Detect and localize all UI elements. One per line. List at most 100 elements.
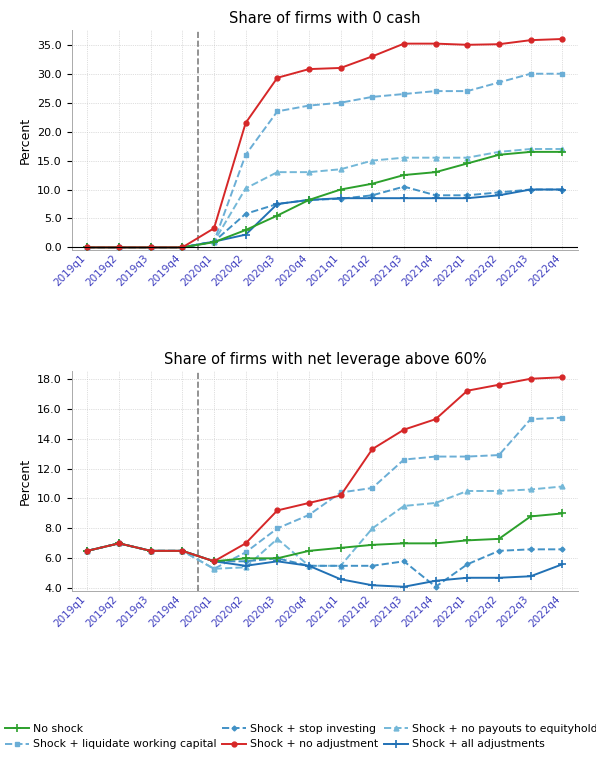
Line: Shock + no payouts to equityholders: Shock + no payouts to equityholders [85, 146, 565, 250]
Shock + no adjustment [369, 52, 376, 61]
Shock + stop investing [116, 243, 123, 252]
No shock [369, 179, 376, 188]
Shock + no adjustment [242, 118, 249, 127]
Shock + no adjustment [337, 64, 344, 73]
Shock + no payouts to equityholders [369, 156, 376, 165]
Shock + no payouts to equityholders [558, 145, 566, 154]
Shock + no adjustment [84, 243, 91, 252]
Shock + no adjustment [242, 539, 249, 548]
Shock + stop investing [84, 243, 91, 252]
Line: Shock + no payouts to equityholders: Shock + no payouts to equityholders [85, 484, 565, 572]
No shock [274, 211, 281, 220]
Shock + liquidate working capital [210, 237, 218, 246]
No shock [432, 539, 439, 548]
Shock + all adjustments [242, 561, 249, 570]
Shock + stop investing [337, 194, 344, 203]
Shock + liquidate working capital [527, 415, 534, 424]
Shock + liquidate working capital [84, 243, 91, 252]
Line: Shock + liquidate working capital: Shock + liquidate working capital [85, 415, 565, 572]
No shock [337, 543, 344, 553]
Shock + no payouts to equityholders [558, 482, 566, 491]
Shock + stop investing [558, 185, 566, 194]
Shock + liquidate working capital [274, 524, 281, 533]
Shock + liquidate working capital [147, 243, 154, 252]
Shock + all adjustments [432, 193, 439, 202]
Line: Shock + liquidate working capital: Shock + liquidate working capital [85, 71, 565, 250]
Shock + no adjustment [116, 539, 123, 548]
Shock + all adjustments [179, 243, 186, 252]
Shock + all adjustments [432, 576, 439, 585]
No shock [558, 509, 566, 518]
Shock + no payouts to equityholders [274, 534, 281, 543]
Shock + no payouts to equityholders [464, 153, 471, 162]
Shock + no adjustment [369, 444, 376, 453]
Shock + liquidate working capital [401, 89, 408, 99]
Shock + all adjustments [210, 557, 218, 566]
Shock + liquidate working capital [274, 107, 281, 116]
Shock + no payouts to equityholders [147, 243, 154, 252]
Line: Shock + stop investing: Shock + stop investing [86, 542, 564, 588]
Shock + liquidate working capital [305, 101, 312, 110]
Shock + all adjustments [464, 573, 471, 582]
Shock + no adjustment [179, 243, 186, 252]
Line: Shock + stop investing: Shock + stop investing [86, 185, 564, 249]
Shock + no adjustment [210, 224, 218, 233]
Shock + stop investing [464, 559, 471, 568]
Shock + no adjustment [464, 40, 471, 49]
Shock + liquidate working capital [337, 488, 344, 497]
Shock + no payouts to equityholders [464, 487, 471, 496]
No shock [179, 547, 186, 556]
Shock + stop investing [305, 561, 312, 570]
Shock + stop investing [210, 557, 218, 566]
Shock + stop investing [242, 557, 249, 566]
Shock + liquidate working capital [337, 98, 344, 107]
Line: No shock: No shock [83, 148, 566, 252]
Shock + liquidate working capital [401, 455, 408, 464]
No shock [495, 534, 502, 543]
Shock + all adjustments [305, 561, 312, 570]
No shock [401, 171, 408, 180]
Line: Shock + all adjustments: Shock + all adjustments [83, 539, 566, 591]
Shock + liquidate working capital [369, 92, 376, 102]
Shock + stop investing [527, 185, 534, 194]
Shock + liquidate working capital [116, 243, 123, 252]
Shock + no payouts to equityholders [305, 561, 312, 570]
Shock + all adjustments [558, 185, 566, 194]
No shock [305, 547, 312, 556]
Shock + no adjustment [401, 425, 408, 434]
No shock [558, 147, 566, 156]
Shock + all adjustments [527, 572, 534, 581]
Shock + all adjustments [147, 243, 154, 252]
Shock + stop investing [179, 243, 186, 252]
Shock + stop investing [147, 547, 154, 556]
Shock + stop investing [432, 582, 439, 591]
Shock + no payouts to equityholders [401, 153, 408, 162]
No shock [527, 512, 534, 521]
Shock + stop investing [401, 182, 408, 191]
No shock [210, 557, 218, 566]
Shock + liquidate working capital [558, 413, 566, 422]
Shock + stop investing [274, 199, 281, 208]
Shock + no payouts to equityholders [369, 524, 376, 533]
Shock + no adjustment [147, 243, 154, 252]
No shock [432, 168, 439, 177]
Shock + stop investing [274, 554, 281, 563]
Shock + all adjustments [274, 557, 281, 566]
Shock + no payouts to equityholders [432, 153, 439, 162]
Shock + stop investing [558, 545, 566, 554]
Shock + no payouts to equityholders [116, 243, 123, 252]
Shock + all adjustments [210, 237, 218, 246]
No shock [369, 540, 376, 550]
Shock + no payouts to equityholders [527, 485, 534, 494]
Shock + all adjustments [558, 559, 566, 568]
Shock + no payouts to equityholders [242, 562, 249, 572]
Shock + stop investing [147, 243, 154, 252]
Shock + no adjustment [495, 39, 502, 49]
No shock [84, 243, 91, 252]
Shock + no payouts to equityholders [495, 147, 502, 156]
Shock + all adjustments [116, 243, 123, 252]
Shock + all adjustments [84, 547, 91, 556]
Shock + stop investing [116, 539, 123, 548]
Shock + all adjustments [495, 573, 502, 582]
No shock [337, 185, 344, 194]
